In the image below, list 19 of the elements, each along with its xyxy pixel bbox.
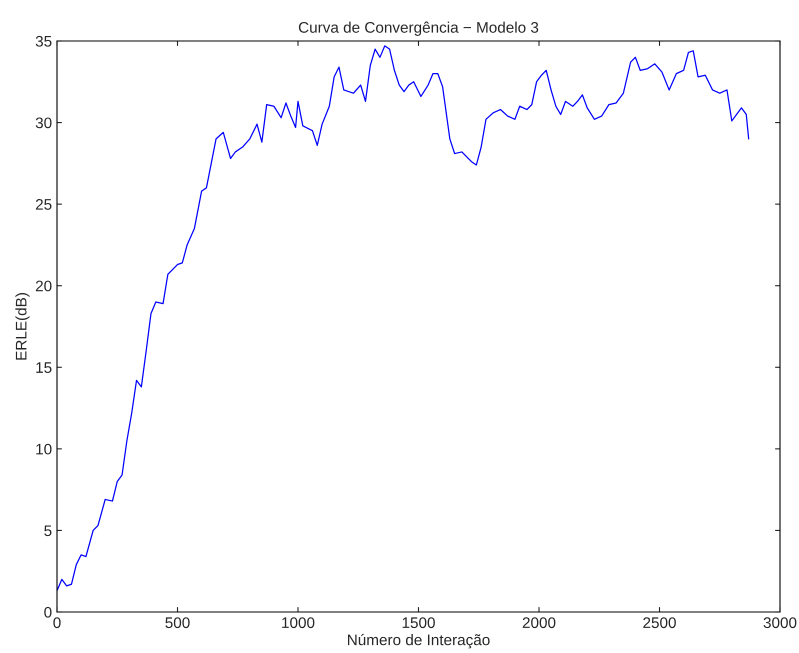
x-axis-title: Número de Interação: [348, 634, 490, 648]
y-tick-label: 0: [44, 606, 52, 618]
y-tick-label: 5: [44, 525, 52, 536]
x-tick-label: 0: [53, 617, 61, 628]
line-series: [57, 45, 750, 592]
y-tick-label: 15: [36, 362, 52, 373]
x-tick-label: 1000: [282, 617, 314, 628]
y-tick-label: 10: [36, 444, 52, 455]
y-tick-label: 35: [36, 36, 52, 47]
y-axis-title: ERLE(dB): [15, 293, 30, 360]
y-tick-label: 25: [36, 199, 52, 210]
y-tick-label: 30: [36, 117, 52, 128]
x-tick-label: 2500: [643, 617, 676, 628]
chart-title: Curva de Convergência − Modelo 3: [298, 22, 538, 36]
x-tick-label: 3000: [764, 617, 796, 628]
x-tick-label: 500: [165, 617, 190, 628]
y-tick-label: 20: [36, 280, 52, 292]
x-tick-label: 1500: [402, 617, 435, 628]
x-tick-label: 2000: [522, 617, 556, 628]
